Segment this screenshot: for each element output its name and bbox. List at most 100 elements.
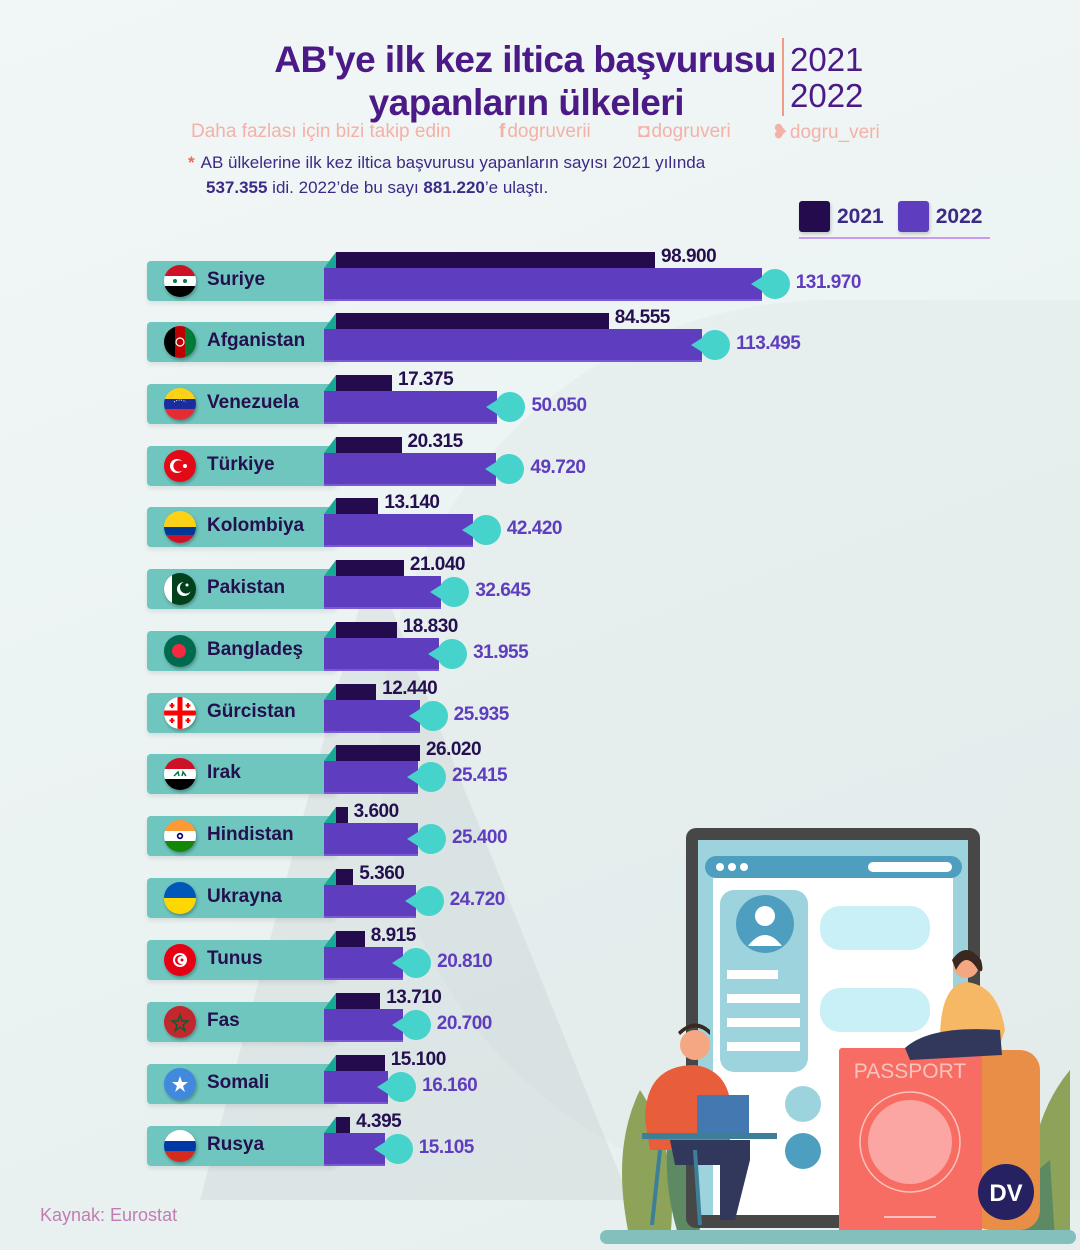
flag-syria-icon <box>164 265 196 297</box>
bar-2021 <box>336 622 397 638</box>
value-label-2021: 4.395 <box>356 1111 402 1132</box>
value-label-2021: 26.020 <box>425 739 482 760</box>
flag-turkey-icon <box>164 450 196 482</box>
value-label-2022: 24.720 <box>449 889 506 910</box>
bar-connector <box>324 869 336 885</box>
value-label-2021: 98.900 <box>661 246 717 267</box>
total-2022: 881.220 <box>423 178 485 197</box>
year-2022: 2022 <box>790 77 864 114</box>
bar-connector <box>324 684 336 700</box>
laptop-icon <box>697 1095 749 1135</box>
chart-row: Ukrayna 5.360 24.720 <box>0 863 900 929</box>
bar-2021 <box>336 807 348 823</box>
bar-connector <box>324 252 336 268</box>
bar-2021 <box>336 993 381 1009</box>
value-label-2021: 17.375 <box>398 369 454 390</box>
value-label-2022: 20.810 <box>437 951 493 972</box>
bar-connector <box>324 993 336 1009</box>
bar-2022 <box>324 1133 385 1166</box>
country-name: Somali <box>207 1072 270 1093</box>
summary-note: * AB ülkelerine ilk kez iltica başvurusu … <box>188 150 828 200</box>
note-mid: idi. 2022’de bu sayı <box>267 178 424 197</box>
chart-row: Gürcistan 12.440 25.935 <box>0 678 900 744</box>
chart-row: Hindistan 3.600 25.400 <box>0 801 900 867</box>
legend-swatch-2022 <box>897 201 929 232</box>
marker-2022 <box>377 1072 417 1102</box>
social-instagram[interactable]: ◘ dogruveri <box>638 121 731 143</box>
country-name: Kolombiya <box>207 515 305 536</box>
country-name: Tunus <box>207 948 263 969</box>
bar-connector <box>324 1117 336 1133</box>
browser-dot-icon <box>740 863 748 871</box>
chart-row: Pakistan 21.040 32.645 <box>0 554 900 620</box>
value-label-2021: 13.140 <box>384 492 440 513</box>
value-label-2022: 49.720 <box>530 457 586 478</box>
bar-2022 <box>324 576 442 609</box>
bar-2021 <box>336 498 379 514</box>
bar-2022 <box>324 947 404 980</box>
facebook-icon: f <box>499 121 506 142</box>
flag-colombia-icon <box>164 511 196 543</box>
value-label-2021: 20.315 <box>407 431 464 452</box>
year-2021: 2021 <box>790 41 864 78</box>
value-label-2022: 25.415 <box>451 765 508 786</box>
logo <box>978 1164 1034 1220</box>
country-name: Hindistan <box>207 824 294 845</box>
note-end: ’e ulaştı. <box>484 178 549 197</box>
country-name: Rusya <box>207 1134 265 1155</box>
bar-2021 <box>336 745 420 761</box>
country-name: Suriye <box>207 269 266 290</box>
marker-2022 <box>406 762 446 792</box>
flag-morocco-icon <box>164 1006 196 1038</box>
marker-2022 <box>373 1134 413 1164</box>
chart-row: Tunus 8.915 20.810 <box>0 925 900 991</box>
bar-2021 <box>336 931 365 947</box>
logo-text: DV <box>989 1180 1022 1207</box>
flag-afghanistan-icon <box>164 326 196 358</box>
flag-tunisia-icon <box>164 944 196 976</box>
bar-2022 <box>324 885 416 918</box>
value-label-2022: 25.400 <box>451 827 508 848</box>
bar-2021 <box>336 684 377 700</box>
marker-2022 <box>486 392 526 422</box>
social-twitter[interactable]: ❥ dogru_veri <box>772 121 880 144</box>
bar-connector <box>324 313 336 329</box>
bar-2021 <box>336 1055 385 1071</box>
flag-georgia-icon <box>164 697 196 729</box>
value-label-2022: 15.105 <box>418 1137 475 1158</box>
bar-connector <box>324 931 336 947</box>
marker-2022 <box>691 330 731 360</box>
country-name: Venezuela <box>207 392 299 413</box>
browser-dot-icon <box>716 863 724 871</box>
bar-2022 <box>324 329 703 362</box>
instagram-handle: dogruveri <box>651 121 731 142</box>
bar-connector <box>324 1055 336 1071</box>
country-name: Afganistan <box>207 330 306 351</box>
flag-somalia-icon <box>164 1068 196 1100</box>
flag-india-icon <box>164 820 196 852</box>
legend-swatch-2021 <box>799 201 830 232</box>
chart-legend: 2021 2022 <box>799 201 982 232</box>
chat-bubble-icon <box>820 988 930 1032</box>
chart-row: Kolombiya 13.140 42.420 <box>0 492 900 558</box>
title-divider <box>782 38 784 116</box>
marker-2022 <box>461 515 501 545</box>
country-name: Fas <box>207 1010 240 1031</box>
bar-2021 <box>336 560 404 576</box>
bar-2022 <box>324 700 420 733</box>
social-facebook[interactable]: f dogruverii <box>499 121 591 143</box>
country-name: Ukrayna <box>207 886 282 907</box>
flag-ukraine-icon <box>164 882 196 914</box>
browser-bar <box>705 856 962 878</box>
value-label-2022: 131.970 <box>795 272 862 293</box>
bar-connector <box>324 375 336 391</box>
value-label-2021: 21.040 <box>409 554 466 575</box>
passport-label: PASSPORT <box>854 1060 967 1083</box>
bar-2022 <box>324 268 762 301</box>
value-label-2022: 113.495 <box>736 333 801 354</box>
title-line-1: AB'ye ilk kez iltica başvurusu <box>274 39 776 80</box>
marker-2022 <box>750 269 790 299</box>
marker-2022 <box>392 948 432 978</box>
chart-row: Rusya 4.395 15.105 <box>0 1111 900 1177</box>
marker-2022 <box>430 577 470 607</box>
